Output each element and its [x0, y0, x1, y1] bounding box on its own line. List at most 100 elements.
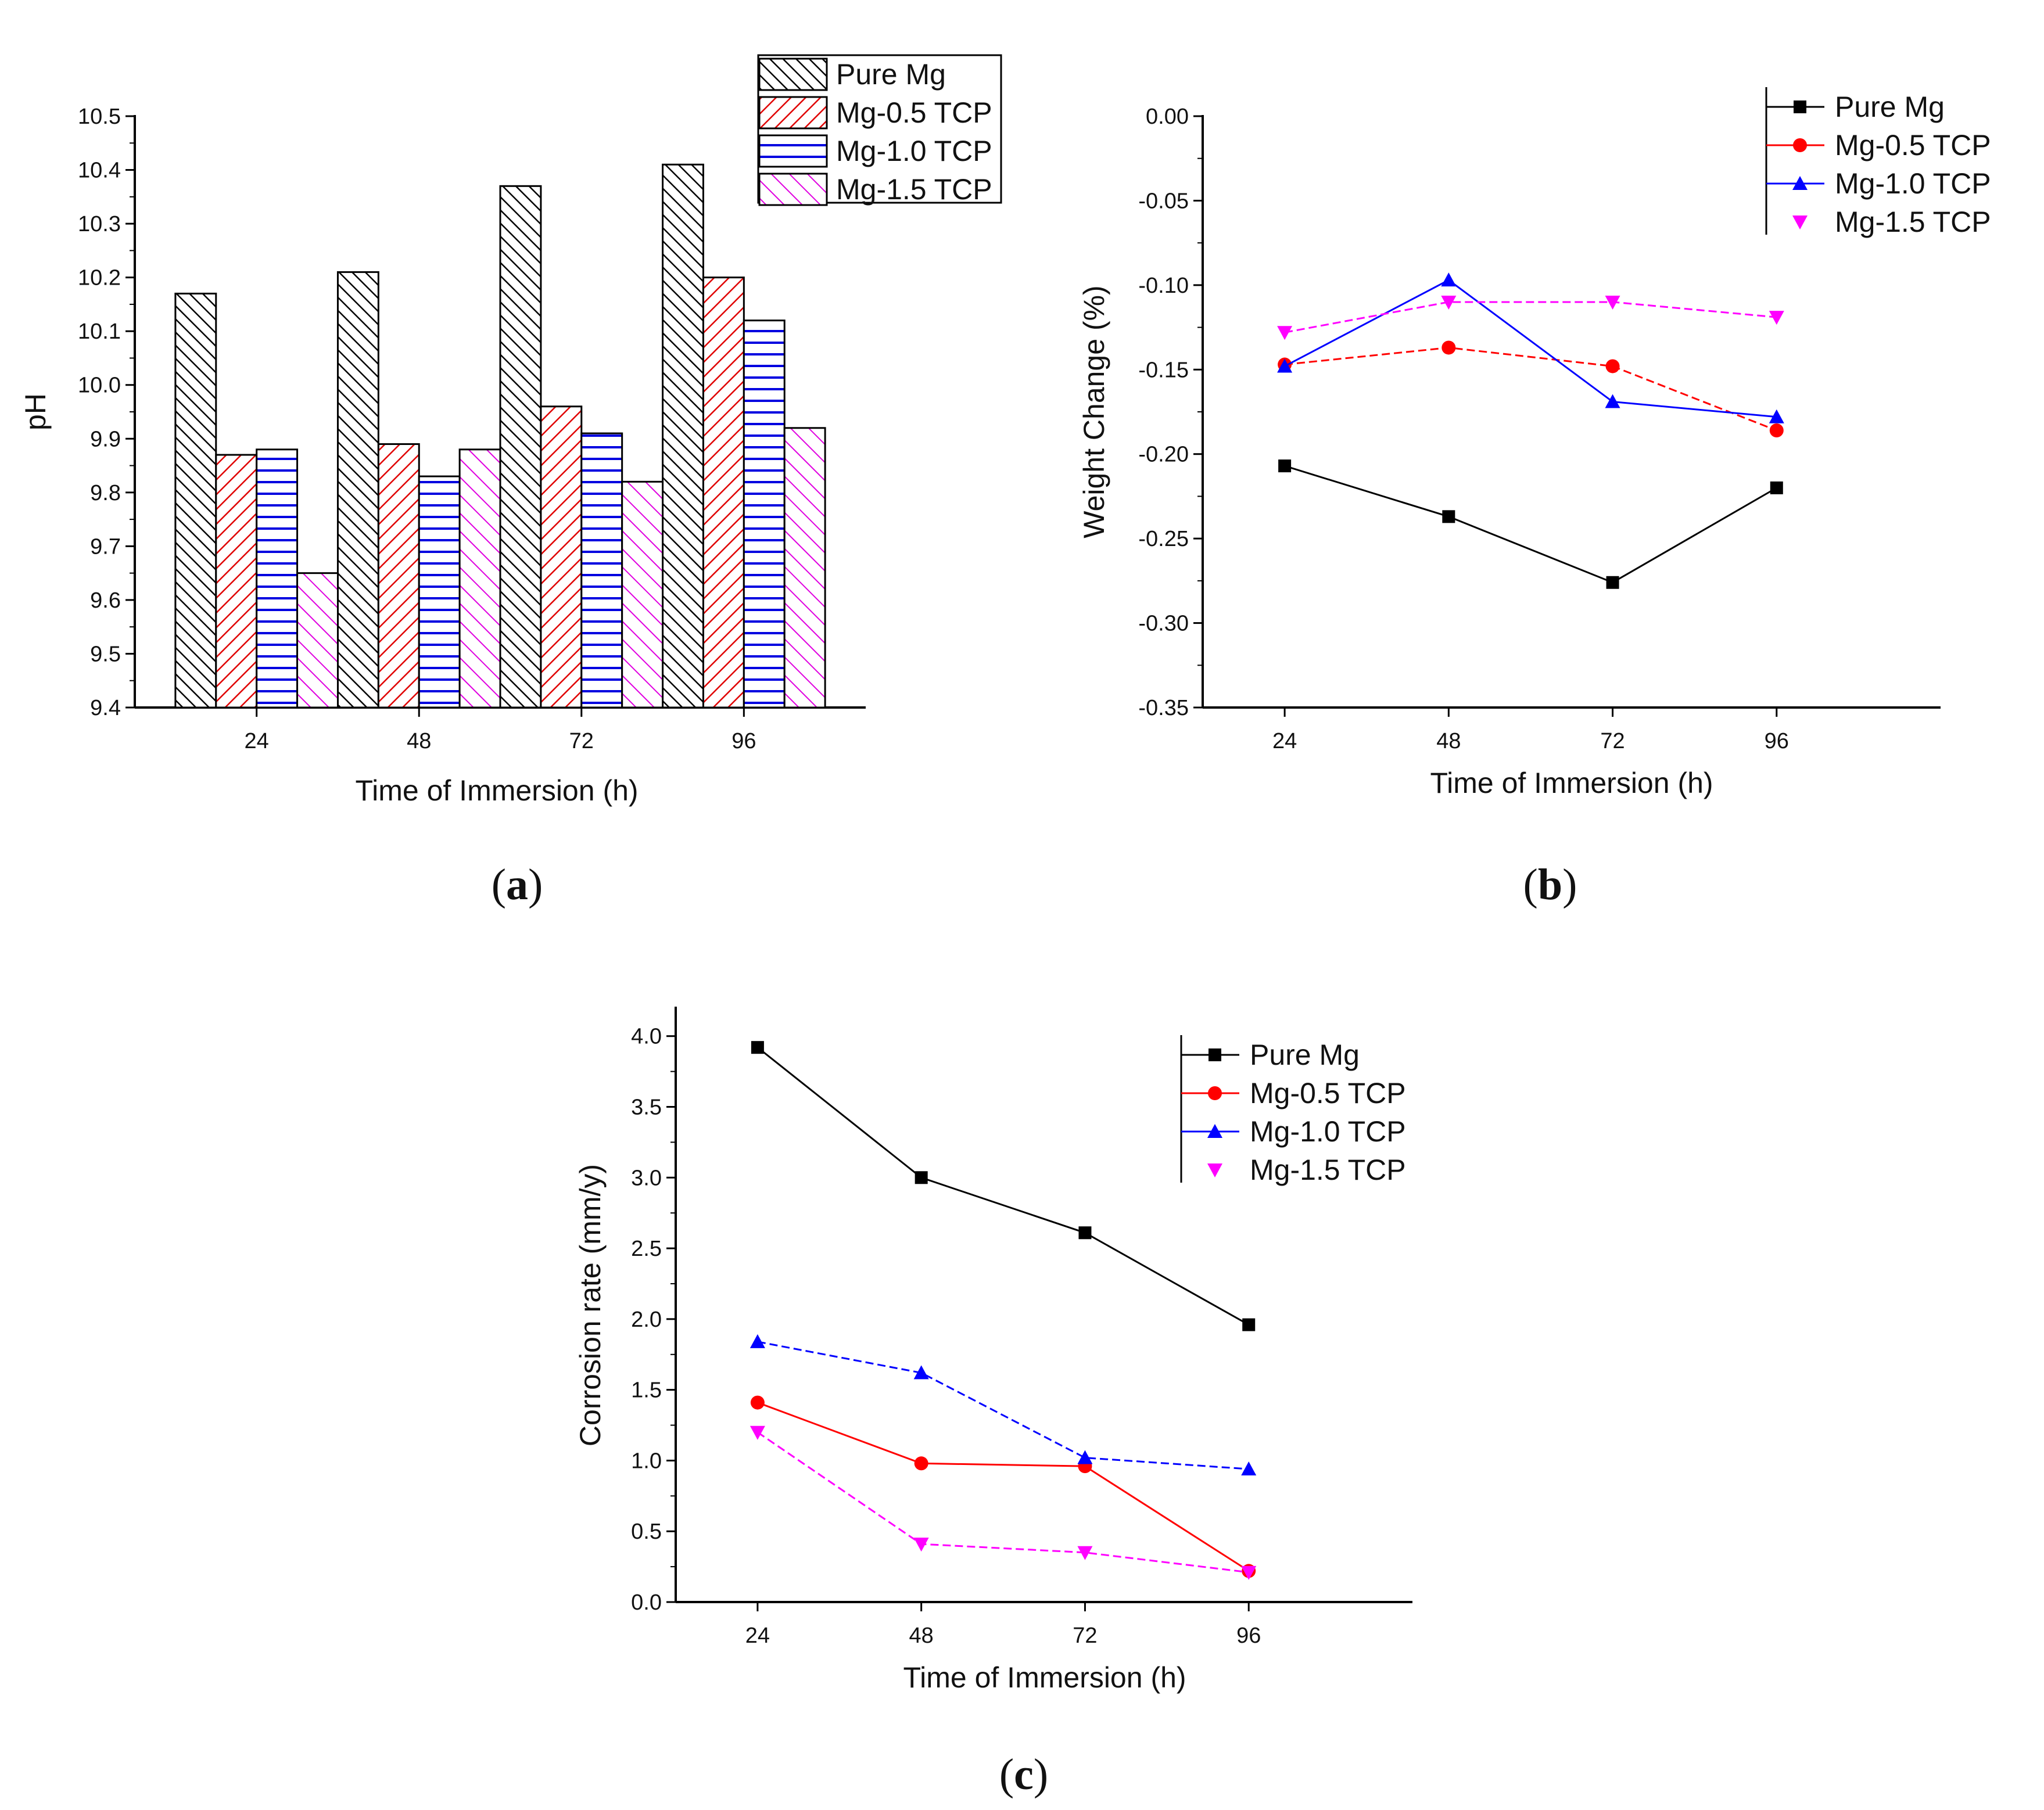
- series-line-pure-mg: [1284, 465, 1777, 584]
- bar-mg-1-5-tcp-48: [458, 448, 501, 709]
- bar-mg-1-0-tcp-96: [743, 319, 786, 709]
- point-pure-mg-48: [915, 1171, 928, 1184]
- point-mg-1-0-tcp-96: [1241, 1461, 1257, 1476]
- point-mg-1-0-tcp-24: [1277, 358, 1293, 373]
- y-tick-label: 10.2: [78, 266, 121, 290]
- point-mg-0-5-tcp-48: [914, 1456, 928, 1471]
- point-mg-1-5-tcp-72: [1605, 295, 1620, 310]
- y-tick-label: -0.30: [1138, 612, 1189, 636]
- point-mg-1-5-tcp-96: [1241, 1565, 1257, 1580]
- x-axis-title: Time of Immersion (h): [903, 1661, 1186, 1694]
- point-mg-1-0-tcp-72: [1077, 1450, 1093, 1464]
- y-tick-label: -0.10: [1138, 274, 1189, 298]
- bar-mg-0-5-tcp-48: [377, 443, 420, 709]
- y-tick-label: -0.05: [1138, 189, 1189, 213]
- point-mg-1-0-tcp-96: [1769, 409, 1784, 423]
- point-pure-mg-24: [751, 1041, 764, 1054]
- bar-pure-mg-96: [662, 163, 704, 709]
- panel-label: (b): [1523, 860, 1577, 909]
- y-axis-title: pH: [19, 393, 52, 430]
- series-line-mg-1-0-tcp: [757, 1341, 1249, 1470]
- y-tick-label: 10.5: [78, 105, 121, 129]
- legend-label: Mg-1.5 TCP: [1835, 206, 1991, 238]
- legend-swatch: [758, 58, 828, 91]
- y-tick-label: 2.0: [631, 1308, 662, 1332]
- x-tick-label: 24: [245, 729, 269, 753]
- y-axis-title: Corrosion rate (mm/y): [574, 1164, 607, 1446]
- y-tick-label: 10.1: [78, 319, 121, 344]
- chart-b-weight-change: -0.35 -0.30 -0.25 -0.20 -0.15 -0.10 -0.05 0.00 2…: [1078, 87, 1991, 909]
- panel-label: (c): [999, 1750, 1048, 1799]
- y-tick-label: -0.35: [1138, 696, 1189, 720]
- legend-label: Pure Mg: [836, 58, 946, 91]
- legend-label: Mg-1.5 TCP: [836, 173, 992, 206]
- bar-mg-0-5-tcp-24: [215, 454, 258, 709]
- y-tick-label: 9.6: [90, 588, 121, 613]
- point-mg-1-5-tcp-24: [750, 1425, 765, 1440]
- point-mg-1-5-tcp-24: [1277, 326, 1293, 340]
- point-pure-mg-72: [1606, 576, 1619, 589]
- legend-marker: [1792, 176, 1808, 190]
- series-line-mg-1-0-tcp: [1284, 279, 1777, 418]
- point-pure-mg-96: [1242, 1318, 1256, 1331]
- point-mg-1-0-tcp-48: [913, 1365, 929, 1380]
- legend-label: Mg-1.5 TCP: [1250, 1154, 1406, 1186]
- point-mg-1-5-tcp-48: [1441, 295, 1457, 310]
- y-tick-label: 1.0: [631, 1449, 662, 1473]
- point-pure-mg-96: [1770, 481, 1783, 494]
- legend-label: Mg-1.0 TCP: [1250, 1115, 1406, 1148]
- bar-mg-1-0-tcp-72: [580, 432, 623, 709]
- chart-c-corrosion-rate: 0.0 0.5 1.0 1.5 2.0 2.5 3.0 3.5 4.0 24 48 72 96 Time …: [574, 1007, 1412, 1799]
- x-tick-label: 48: [407, 729, 431, 753]
- legend-label: Mg-1.0 TCP: [1835, 167, 1991, 200]
- bar-mg-1-0-tcp-48: [418, 475, 461, 709]
- y-tick-label: 4.0: [631, 1025, 662, 1049]
- x-tick-label: 96: [731, 729, 756, 753]
- point-mg-1-5-tcp-48: [913, 1538, 929, 1552]
- series-line-pure-mg: [756, 1047, 1249, 1326]
- legend-label: Mg-0.5 TCP: [1835, 129, 1991, 161]
- panel-label: (a): [492, 860, 543, 909]
- y-tick-label: 0.5: [631, 1520, 662, 1544]
- legend-swatch: [758, 96, 828, 130]
- point-mg-1-5-tcp-96: [1769, 311, 1784, 325]
- point-mg-0-5-tcp-96: [1769, 423, 1784, 437]
- legend-label: Pure Mg: [1835, 91, 1945, 123]
- legend-marker: [1209, 1048, 1221, 1061]
- point-mg-0-5-tcp-24: [750, 1395, 765, 1410]
- y-tick-label: 9.5: [90, 642, 121, 666]
- legend-marker: [1794, 100, 1806, 113]
- bar-mg-1-5-tcp-96: [783, 427, 826, 709]
- legend-label: Mg-0.5 TCP: [836, 96, 992, 129]
- x-tick-label: 24: [1272, 729, 1297, 753]
- legend-marker: [1208, 1086, 1222, 1100]
- legend-label: Pure Mg: [1250, 1039, 1360, 1071]
- legend-marker: [1793, 138, 1807, 152]
- bar-pure-mg-24: [174, 292, 217, 709]
- y-tick-label: 2.5: [631, 1237, 662, 1261]
- x-tick-label: 48: [909, 1624, 934, 1648]
- point-mg-1-5-tcp-72: [1077, 1546, 1093, 1560]
- point-mg-0-5-tcp-72: [1605, 359, 1620, 374]
- x-tick-label: 24: [745, 1624, 770, 1648]
- bar-mg-0-5-tcp-72: [540, 405, 583, 709]
- x-tick-label: 72: [1073, 1624, 1097, 1648]
- legend-marker: [1207, 1163, 1222, 1177]
- legend-marker: [1792, 216, 1808, 229]
- point-mg-1-0-tcp-24: [750, 1334, 765, 1348]
- series-line-mg-1-5-tcp: [757, 1431, 1249, 1574]
- bar-pure-mg-48: [336, 271, 379, 709]
- bar-mg-1-0-tcp-24: [256, 448, 299, 709]
- y-tick-label: -0.15: [1138, 358, 1189, 382]
- point-mg-1-0-tcp-72: [1605, 394, 1620, 408]
- y-tick-label: 10.3: [78, 212, 121, 236]
- y-tick-label: 1.5: [631, 1378, 662, 1403]
- y-tick-label: 9.8: [90, 481, 121, 505]
- y-tick-label: 0.0: [631, 1590, 662, 1615]
- x-tick-label: 96: [1236, 1624, 1261, 1648]
- bar-mg-1-5-tcp-24: [296, 572, 339, 709]
- point-mg-0-5-tcp-48: [1441, 340, 1456, 355]
- bar-mg-0-5-tcp-96: [702, 276, 745, 709]
- x-axis-title: Time of Immersion (h): [1430, 767, 1713, 799]
